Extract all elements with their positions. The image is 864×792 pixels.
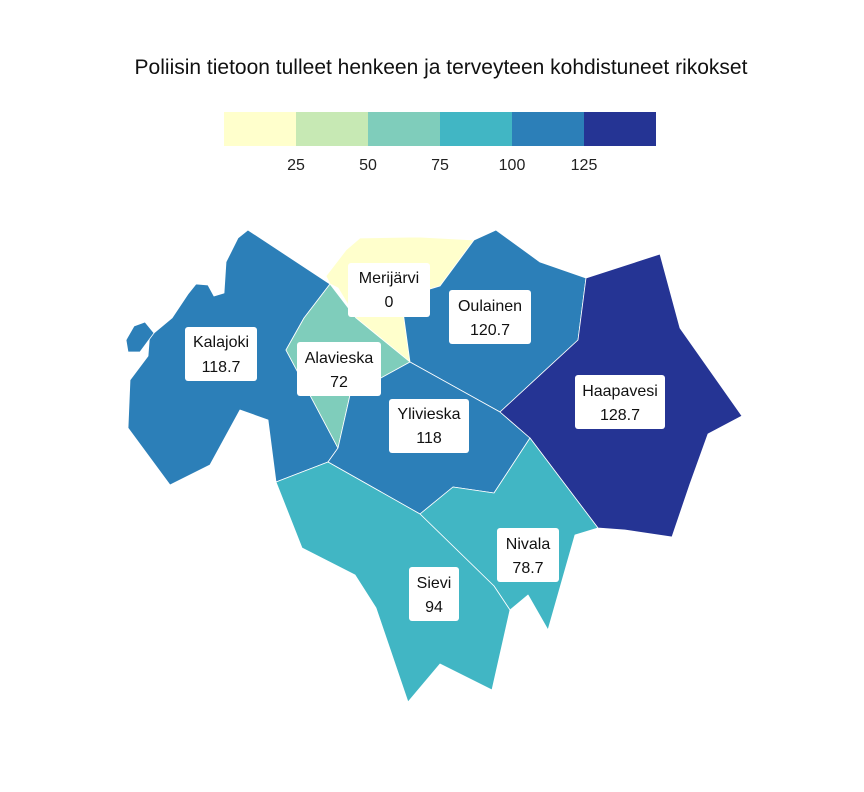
- label-box-oulainen: [449, 290, 531, 344]
- label-value-kalajoki: 118.7: [202, 359, 241, 376]
- region-kalajoki-island: [125, 321, 155, 353]
- label-merijarvi: Merijärvi 0: [348, 263, 430, 317]
- label-box-kalajoki: [185, 327, 257, 381]
- label-ylivieska: Ylivieska 118: [389, 399, 469, 453]
- label-value-ylivieska: 118: [416, 430, 442, 447]
- legend-swatch-0: [224, 112, 296, 146]
- label-value-sievi: 94: [425, 599, 443, 616]
- label-haapavesi: Haapavesi 128.7: [575, 375, 665, 429]
- label-box-merijarvi: [348, 263, 430, 317]
- regions: [125, 229, 743, 703]
- label-box-nivala: [497, 528, 559, 582]
- label-value-alavieska: 72: [330, 374, 348, 391]
- label-box-sievi: [409, 567, 459, 621]
- label-name-oulainen: Oulainen: [458, 298, 522, 315]
- label-sievi: Sievi 94: [409, 567, 459, 621]
- legend-tick-125: 125: [571, 157, 598, 174]
- color-legend: 25 50 75 100 125: [224, 112, 656, 174]
- legend-swatch-3: [440, 112, 512, 146]
- label-kalajoki: Kalajoki 118.7: [185, 327, 257, 381]
- label-value-merijarvi: 0: [385, 294, 394, 311]
- legend-swatch-5: [584, 112, 656, 146]
- label-box-alavieska: [297, 342, 381, 396]
- label-value-nivala: 78.7: [512, 560, 543, 577]
- label-name-alavieska: Alavieska: [305, 350, 374, 367]
- label-box-haapavesi: [575, 375, 665, 429]
- label-alavieska: Alavieska 72: [297, 342, 381, 396]
- legend-tick-50: 50: [359, 157, 377, 174]
- legend-tick-100: 100: [499, 157, 526, 174]
- legend-swatch-2: [368, 112, 440, 146]
- legend-tick-75: 75: [431, 157, 449, 174]
- label-name-kalajoki: Kalajoki: [193, 334, 249, 351]
- label-name-nivala: Nivala: [506, 536, 551, 553]
- label-oulainen: Oulainen 120.7: [449, 290, 531, 344]
- legend-tick-25: 25: [287, 157, 305, 174]
- label-value-haapavesi: 128.7: [600, 407, 640, 424]
- label-name-haapavesi: Haapavesi: [582, 383, 658, 400]
- legend-swatch-4: [512, 112, 584, 146]
- legend-swatch-1: [296, 112, 368, 146]
- label-value-oulainen: 120.7: [470, 322, 510, 339]
- label-box-ylivieska: [389, 399, 469, 453]
- label-name-merijarvi: Merijärvi: [359, 270, 419, 287]
- label-name-sievi: Sievi: [417, 575, 452, 592]
- label-name-ylivieska: Ylivieska: [397, 406, 460, 423]
- region-labels: Merijärvi 0 Oulainen 120.7 Kalajoki 118.…: [185, 263, 665, 621]
- map-title: Poliisin tietoon tulleet henkeen ja terv…: [134, 56, 748, 79]
- region-sievi[interactable]: [275, 461, 511, 703]
- label-nivala: Nivala 78.7: [497, 528, 559, 582]
